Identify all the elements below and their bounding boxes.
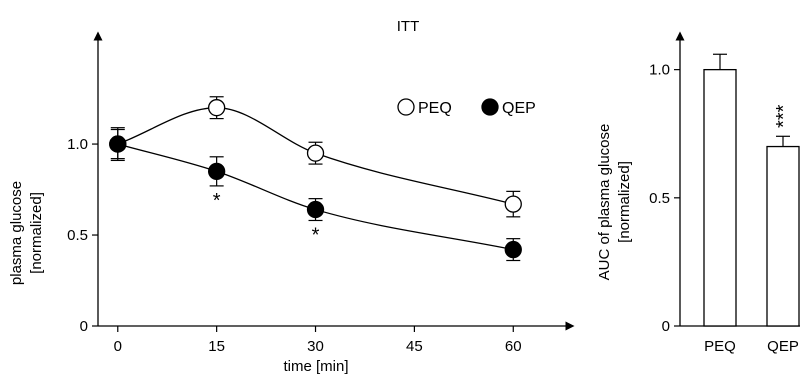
bar-category-labels: PEQ QEP [704,338,799,355]
bar-y-axis-title-unit: [normalized] [616,161,633,243]
legend-label-peq: PEQ [418,100,452,117]
bar-y-axis-ticks: 0 0.5 1.0 [649,62,680,335]
line-chart: ITT 0 0.5 1.0 0 15 30 45 60 plasma glucose [no… [8,18,575,375]
bar-y-tick-label: 1.0 [649,62,670,79]
series-qep-point [504,240,522,259]
y-axis-title: plasma glucose [normalized] [8,181,45,285]
x-tick-label: 30 [307,338,324,355]
y-axis-title-main: plasma glucose [8,181,25,285]
bar-qep [766,145,800,327]
y-axis-ticks: 0 0.5 1.0 [67,136,98,335]
bar-category-label-qep: QEP [767,338,799,355]
significance-markers: ** [213,190,320,247]
x-axis-title: time [min] [283,358,348,375]
significance-marker: * [312,224,320,246]
bar-category-label-peq: PEQ [704,338,736,355]
y-tick-label: 1.0 [67,136,88,153]
x-tick-label: 15 [208,338,225,355]
series-points [109,99,522,259]
bar-y-axis-title: AUC of plasma glucose [normalized] [596,124,633,281]
series-qep-line [117,143,514,251]
legend-open-circle-icon [397,98,415,116]
x-tick-label: 45 [406,338,423,355]
bar-error-bars [713,53,790,147]
series-peq-point [504,195,522,213]
series-qep-point [306,200,325,219]
significance-marker: * [213,190,221,212]
bar-y-tick-label: 0 [662,318,670,335]
legend-item-peq: PEQ [397,98,452,117]
bar-significance-markers: *** [773,104,795,128]
series-qep-point [207,162,226,181]
series-peq-point [306,144,325,162]
legend-item-qep: QEP [481,98,536,117]
series-peq-line [117,107,514,205]
bar-chart: 0 0.5 1.0 PEQ QEP *** AUC of plasma glucose… [596,31,800,355]
legend-filled-circle-icon [481,98,499,116]
y-tick-label: 0 [80,318,88,335]
legend-label-qep: QEP [502,100,536,117]
series-peq-point [207,99,226,117]
y-tick-label: 0.5 [67,227,88,244]
y-axis-title-unit: [normalized] [28,192,45,274]
legend: PEQ QEP [397,98,536,117]
bar-y-tick-label: 0.5 [649,190,670,207]
x-tick-label: 60 [505,338,522,355]
x-axis-ticks: 0 15 30 45 60 [114,326,522,355]
series-curves [117,107,514,251]
x-tick-label: 0 [114,338,122,355]
bar-y-axis-title-main: AUC of plasma glucose [596,124,613,281]
series-qep-point [109,135,127,153]
bars [703,68,800,327]
chart-title: ITT [397,18,420,35]
bar-peq [703,68,737,327]
bar-significance-marker: *** [773,104,795,128]
